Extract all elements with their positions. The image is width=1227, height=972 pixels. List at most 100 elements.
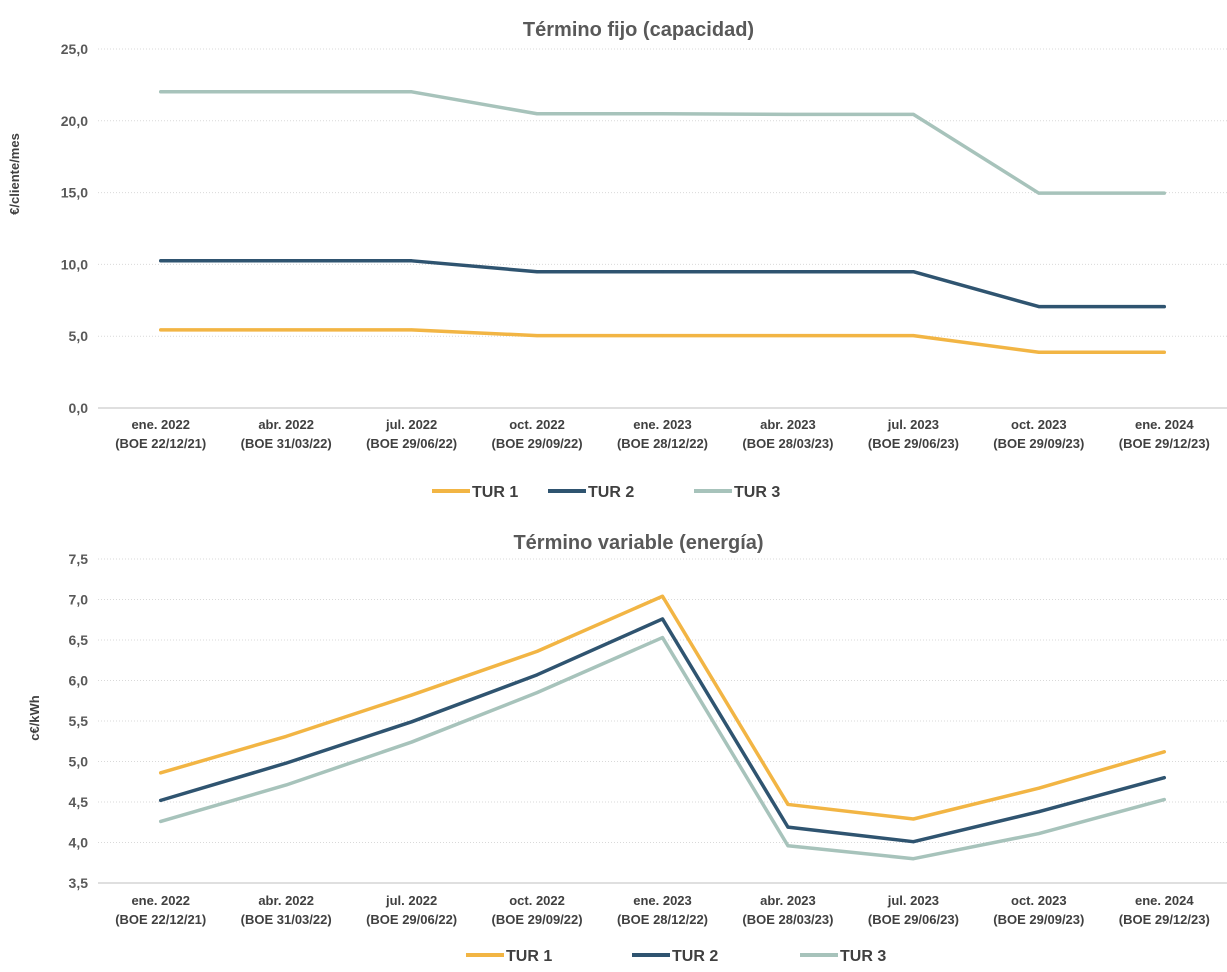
data-point-tur-3 bbox=[1162, 191, 1166, 195]
data-point-tur-1 bbox=[1162, 350, 1166, 354]
data-point-tur-1 bbox=[410, 693, 414, 697]
data-point-tur-3 bbox=[661, 112, 664, 116]
x-tick-sublabel: (BOE 28/03/23) bbox=[742, 436, 833, 451]
data-point-tur-3 bbox=[1162, 798, 1166, 802]
x-tick-sublabel: (BOE 29/12/23) bbox=[1119, 436, 1210, 451]
x-tick-label: ene. 2024 bbox=[1135, 417, 1194, 432]
data-point-tur-3 bbox=[1037, 832, 1041, 836]
x-tick-label: abr. 2022 bbox=[258, 893, 314, 908]
x-tick-sublabel: (BOE 29/12/23) bbox=[1119, 912, 1210, 927]
data-point-tur-2 bbox=[911, 270, 915, 274]
x-tick-label: jul. 2022 bbox=[385, 893, 437, 908]
x-tick-label: abr. 2022 bbox=[258, 417, 314, 432]
x-tick-label: oct. 2022 bbox=[509, 893, 565, 908]
data-point-tur-3 bbox=[159, 819, 163, 823]
data-point-tur-1 bbox=[786, 334, 790, 338]
data-point-tur-3 bbox=[535, 691, 539, 695]
data-point-tur-2 bbox=[661, 270, 664, 274]
legend-label-tur-2: TUR 2 bbox=[672, 948, 718, 965]
y-axis-label: €/cliente/mes bbox=[7, 133, 22, 215]
x-tick-sublabel: (BOE 29/06/23) bbox=[868, 436, 959, 451]
y-tick-label: 4,0 bbox=[69, 835, 89, 851]
data-point-tur-2 bbox=[284, 259, 288, 263]
x-tick-label: jul. 2023 bbox=[887, 417, 939, 432]
data-point-tur-1 bbox=[535, 334, 539, 338]
x-tick-sublabel: (BOE 31/03/22) bbox=[241, 436, 332, 451]
data-point-tur-2 bbox=[535, 673, 539, 677]
y-tick-label: 5,5 bbox=[69, 713, 89, 729]
x-tick-sublabel: (BOE 22/12/21) bbox=[115, 912, 206, 927]
series-line-tur-2 bbox=[158, 259, 1167, 309]
x-tick-label: ene. 2022 bbox=[131, 417, 190, 432]
x-tick-sublabel: (BOE 29/06/22) bbox=[366, 912, 457, 927]
data-point-tur-2 bbox=[786, 825, 790, 829]
data-point-tur-2 bbox=[410, 259, 414, 263]
y-tick-label: 7,0 bbox=[69, 592, 89, 608]
data-point-tur-3 bbox=[911, 112, 915, 116]
data-point-tur-2 bbox=[786, 270, 790, 274]
x-tick-sublabel: (BOE 22/12/21) bbox=[115, 436, 206, 451]
data-point-tur-2 bbox=[284, 761, 288, 765]
chart-title: Término fijo (capacidad) bbox=[523, 19, 754, 41]
x-tick-label: ene. 2023 bbox=[633, 893, 692, 908]
data-point-tur-1 bbox=[535, 649, 539, 653]
series-line-tur-3 bbox=[158, 635, 1167, 861]
y-tick-label: 6,0 bbox=[69, 673, 89, 689]
data-point-tur-3 bbox=[786, 112, 790, 116]
y-tick-label: 3,5 bbox=[69, 875, 89, 891]
data-point-tur-1 bbox=[661, 594, 664, 598]
y-tick-label: 0,0 bbox=[69, 400, 89, 416]
data-point-tur-1 bbox=[911, 334, 915, 338]
x-tick-label: jul. 2023 bbox=[887, 893, 939, 908]
y-tick-label: 10,0 bbox=[61, 256, 88, 272]
data-point-tur-2 bbox=[410, 720, 414, 724]
x-tick-label: oct. 2022 bbox=[509, 417, 565, 432]
x-tick-sublabel: (BOE 29/09/22) bbox=[492, 912, 583, 927]
y-tick-label: 4,5 bbox=[69, 794, 89, 810]
y-tick-label: 6,5 bbox=[69, 632, 89, 648]
y-tick-label: 7,5 bbox=[69, 551, 89, 567]
y-tick-label: 5,0 bbox=[69, 754, 89, 770]
x-tick-sublabel: (BOE 28/03/23) bbox=[742, 912, 833, 927]
data-point-tur-2 bbox=[159, 259, 163, 263]
data-point-tur-1 bbox=[1037, 350, 1041, 354]
legend-label-tur-1: TUR 1 bbox=[506, 948, 552, 965]
x-tick-sublabel: (BOE 29/06/22) bbox=[366, 436, 457, 451]
data-point-tur-2 bbox=[1037, 810, 1041, 814]
data-point-tur-2 bbox=[1037, 305, 1041, 309]
x-tick-label: ene. 2022 bbox=[131, 893, 190, 908]
x-tick-label: oct. 2023 bbox=[1011, 417, 1067, 432]
x-tick-label: ene. 2023 bbox=[633, 417, 692, 432]
data-point-tur-1 bbox=[786, 802, 790, 806]
x-tick-sublabel: (BOE 29/09/23) bbox=[993, 912, 1084, 927]
data-point-tur-3 bbox=[535, 112, 539, 116]
data-point-tur-1 bbox=[159, 328, 163, 332]
data-point-tur-3 bbox=[1037, 191, 1041, 195]
x-tick-label: ene. 2024 bbox=[1135, 893, 1194, 908]
y-tick-label: 5,0 bbox=[69, 328, 89, 344]
y-tick-label: 15,0 bbox=[61, 185, 88, 201]
x-tick-label: abr. 2023 bbox=[760, 417, 816, 432]
series-line-tur-2 bbox=[158, 617, 1167, 844]
x-tick-sublabel: (BOE 28/12/22) bbox=[617, 436, 708, 451]
data-point-tur-1 bbox=[661, 334, 664, 338]
x-tick-sublabel: (BOE 29/09/22) bbox=[492, 436, 583, 451]
series-line-tur-3 bbox=[158, 90, 1167, 195]
x-tick-sublabel: (BOE 29/09/23) bbox=[993, 436, 1084, 451]
data-point-tur-3 bbox=[661, 636, 664, 640]
data-point-tur-2 bbox=[1162, 305, 1166, 309]
legend-label-tur-3: TUR 3 bbox=[840, 948, 886, 965]
y-axis-label: c€/kWh bbox=[27, 695, 42, 741]
series-line-tur-1 bbox=[158, 328, 1167, 355]
data-point-tur-1 bbox=[159, 771, 163, 775]
chart-title: Término variable (energía) bbox=[513, 532, 763, 554]
data-point-tur-3 bbox=[410, 740, 414, 744]
legend-label-tur-2: TUR 2 bbox=[588, 484, 634, 501]
data-point-tur-1 bbox=[911, 817, 915, 821]
data-point-tur-1 bbox=[284, 734, 288, 738]
data-point-tur-1 bbox=[1162, 750, 1166, 754]
data-point-tur-3 bbox=[159, 90, 163, 94]
data-point-tur-2 bbox=[1162, 776, 1166, 780]
data-point-tur-3 bbox=[911, 857, 915, 861]
